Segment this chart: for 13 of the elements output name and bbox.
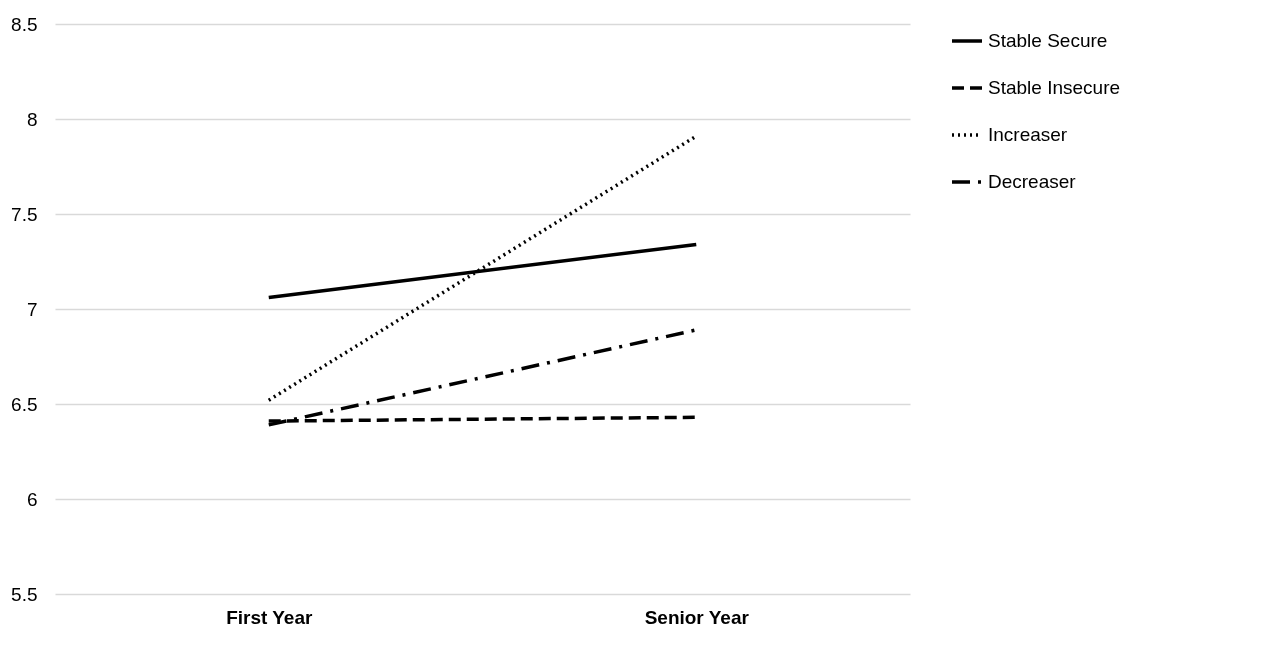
y-tick-label: 5.5 [11,583,38,605]
y-tick-label: 7.5 [11,203,38,225]
x-tick-label: Senior Year [644,606,750,628]
legend-label: Stable Secure [988,30,1108,51]
legend-label: Increaser [988,124,1068,145]
y-tick-label: 7 [26,298,38,320]
y-tick-label: 8.5 [11,13,38,35]
y-tick-label: 8 [26,108,38,130]
legend-label: Stable Insecure [988,77,1121,98]
y-tick-label: 6 [26,488,38,510]
x-tick-label: First Year [226,606,313,628]
legend-label: Decreaser [988,171,1077,192]
y-tick-label: 6.5 [11,393,38,415]
